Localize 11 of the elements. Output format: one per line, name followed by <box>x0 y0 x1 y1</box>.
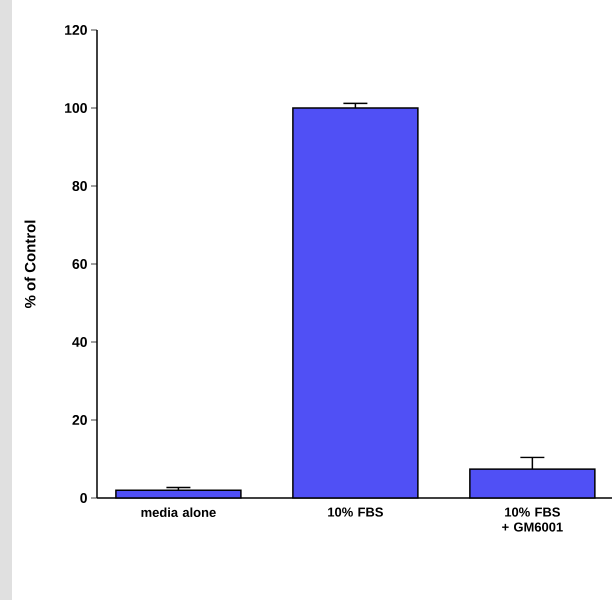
y-tick-label: 0 <box>80 493 87 503</box>
y-tick-label: 20 <box>72 415 87 425</box>
y-tick-label: 100 <box>65 103 87 113</box>
y-tick-label: 120 <box>65 25 87 35</box>
x-tick-label: 10% FBS <box>328 508 383 517</box>
y-axis-title: % of Control <box>24 220 36 308</box>
y-tick-label: 80 <box>72 181 87 191</box>
y-tick-label: 60 <box>72 259 87 269</box>
y-tick-label: 40 <box>72 337 87 347</box>
x-tick-label: media alone <box>141 508 216 518</box>
x-tick-label: 10% FBS + GM6001 <box>502 508 563 532</box>
